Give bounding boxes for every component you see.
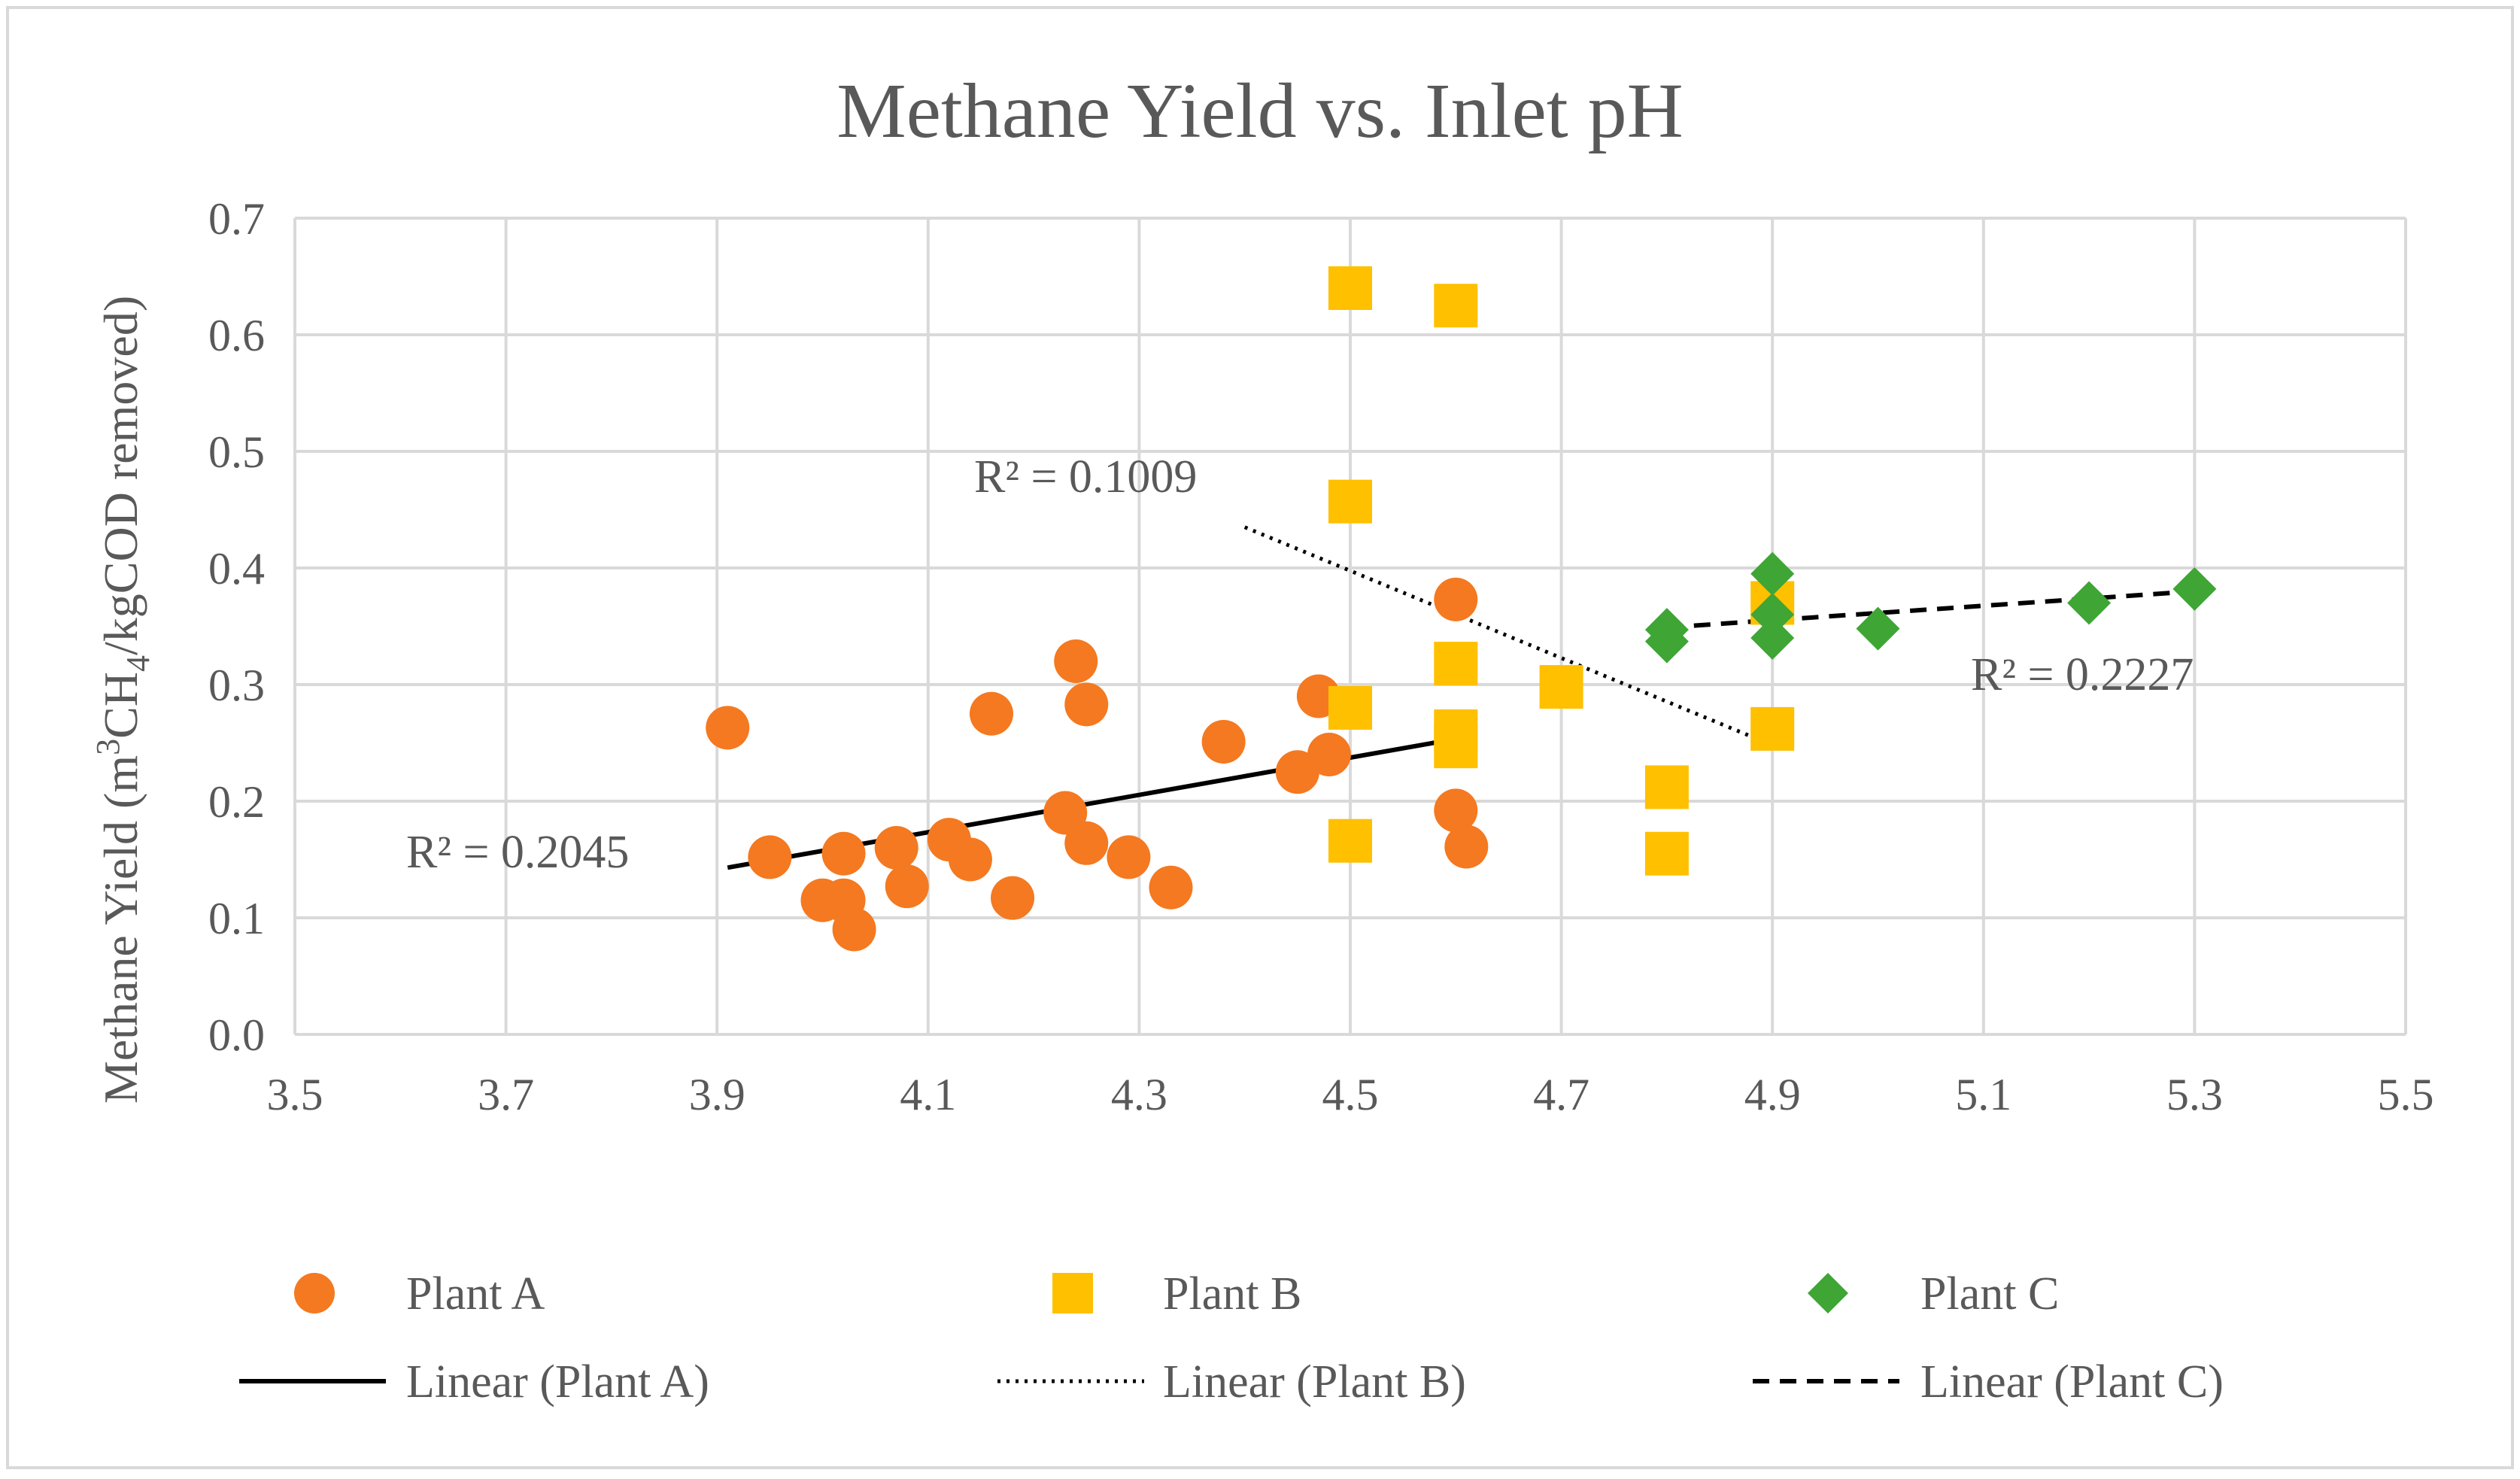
legend-label: Linear (Plant A): [406, 1356, 709, 1408]
data-point: [1750, 706, 1795, 751]
y-tick-label: 0.1: [208, 894, 265, 943]
data-point: [1328, 686, 1372, 730]
data-point: [1043, 791, 1088, 835]
data-point: [2172, 566, 2217, 611]
data-point: [885, 864, 929, 909]
data-point: [1644, 831, 1689, 876]
y-axis-title: Methane Yield (m3CH4/kgCOD removed): [90, 296, 156, 1104]
r-squared-label: R² = 0.2045: [406, 827, 629, 878]
legend-item: Linear (Plant A): [239, 1356, 709, 1408]
data-point: [1107, 835, 1151, 879]
x-tick-label: 3.7: [478, 1070, 534, 1119]
data-point: [1064, 682, 1109, 727]
data-point: [706, 706, 750, 750]
y-axis-title-part: CH: [94, 672, 147, 739]
chart-title: Methane Yield vs. Inlet pH: [836, 68, 1683, 154]
legend-label: Plant B: [1163, 1268, 1301, 1320]
data-point: [1149, 865, 1193, 910]
legend-marker-diamond: [1808, 1273, 1848, 1313]
data-point: [1539, 665, 1583, 709]
r-squared-labels: R² = 0.2045 R² = 0.1009 R² = 0.2227: [406, 451, 2194, 878]
data-point: [1201, 719, 1246, 764]
y-tick-label: 0.2: [208, 777, 265, 827]
data-point: [1328, 818, 1372, 863]
y-tick-label: 0.4: [208, 544, 265, 594]
tick-labels: 3.5 3.7 3.9 4.1 4.3 4.5 4.7 4.9 5.1 5.3 5.5 0.0 0.1 0…: [208, 194, 2434, 1119]
y-tick-label: 0.3: [208, 661, 265, 710]
data-points: [706, 266, 2217, 952]
data-point: [1750, 593, 1795, 636]
x-tick-label: 3.5: [267, 1070, 323, 1119]
data-point: [832, 907, 876, 952]
data-point: [1328, 266, 1372, 310]
data-point: [948, 837, 992, 882]
data-point: [991, 876, 1035, 920]
legend-label: Plant C: [1920, 1268, 2059, 1320]
legend: Plant A Plant B Plant C Linear (Plant A) Lin…: [239, 1268, 2224, 1408]
data-point: [1856, 606, 1900, 651]
data-point: [2067, 581, 2112, 625]
data-point: [1434, 788, 1478, 833]
data-point: [1444, 825, 1489, 869]
legend-item: Plant B: [1052, 1268, 1301, 1320]
data-point: [1307, 733, 1351, 776]
data-point: [748, 835, 792, 879]
data-point: [1434, 724, 1478, 769]
x-tick-label: 5.3: [2166, 1070, 2223, 1119]
r-squared-label: R² = 0.1009: [974, 451, 1197, 503]
y-tick-label: 0.0: [208, 1010, 265, 1060]
legend-label: Linear (Plant B): [1163, 1356, 1466, 1408]
data-point: [1750, 551, 1795, 596]
y-axis-title-part: /kgCOD removed): [94, 296, 147, 655]
x-tick-label: 4.5: [1322, 1070, 1379, 1119]
x-tick-label: 5.1: [1955, 1070, 2011, 1119]
data-point: [874, 826, 918, 870]
x-tick-label: 4.3: [1111, 1070, 1167, 1119]
legend-item: Linear (Plant C): [1753, 1356, 2224, 1408]
y-tick-label: 0.5: [208, 427, 265, 477]
y-tick-label: 0.7: [208, 194, 265, 244]
legend-label: Linear (Plant C): [1920, 1356, 2224, 1408]
data-point: [969, 691, 1013, 736]
data-point: [1054, 639, 1098, 683]
x-tick-label: 3.9: [689, 1070, 745, 1119]
legend-item: Plant A: [294, 1268, 545, 1320]
y-axis-title-part: 4: [120, 655, 156, 672]
legend-marker-circle: [294, 1273, 335, 1313]
r-squared-label: R² = 0.2227: [1971, 649, 2194, 700]
data-point: [1434, 642, 1478, 686]
y-axis-title-part: Methane Yield (m: [94, 755, 147, 1104]
data-point: [1644, 765, 1689, 809]
data-point: [821, 831, 866, 876]
gridlines: [293, 217, 2407, 1036]
x-tick-label: 4.7: [1533, 1070, 1589, 1119]
y-axis-title-part: 3: [90, 739, 126, 755]
chart-border: [6, 6, 2514, 1469]
legend-marker-square: [1052, 1273, 1093, 1313]
data-point: [1434, 577, 1478, 621]
data-point: [1644, 619, 1689, 664]
legend-item: Linear (Plant B): [997, 1356, 1466, 1408]
x-tick-label: 5.5: [2378, 1070, 2434, 1119]
data-point: [1750, 616, 1795, 660]
x-tick-label: 4.1: [900, 1070, 956, 1119]
legend-item: Plant C: [1808, 1268, 2059, 1320]
data-point: [1434, 284, 1478, 328]
legend-label: Plant A: [406, 1268, 545, 1320]
y-tick-label: 0.6: [208, 311, 265, 360]
x-tick-label: 4.9: [1744, 1070, 1801, 1119]
data-point: [1328, 479, 1372, 524]
data-point: [1064, 821, 1109, 865]
